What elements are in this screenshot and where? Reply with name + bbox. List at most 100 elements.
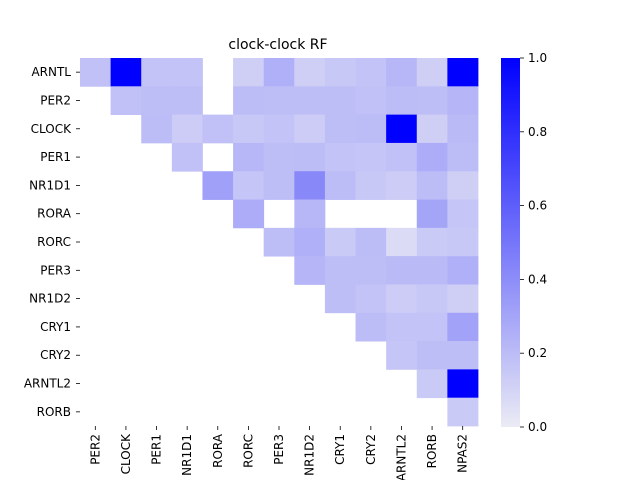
heatmap-cell-ARNTL2-RORB	[416, 369, 448, 399]
heatmap-cell-NR1D1-RORB	[416, 171, 448, 200]
heatmap-cell-ARNTL-NPAS2	[447, 58, 479, 87]
heatmap-cell-NR1D1-ARNTL2	[386, 171, 418, 200]
y-tick-label: RORC	[37, 235, 71, 249]
x-tick-label: RORB	[425, 434, 439, 468]
heatmap-cell-PER2-CRY2	[355, 86, 387, 116]
heatmap-cell-PER3-CRY2	[355, 256, 387, 285]
y-tick-label: NR1D1	[29, 178, 71, 192]
heatmap-cells	[80, 58, 479, 427]
heatmap-cell-PER3-ARNTL2	[386, 256, 418, 285]
heatmap-cell-ARNTL-NR1D1	[171, 58, 203, 87]
heatmap-cell-NR1D2-CRY1	[324, 284, 356, 314]
heatmap-cell-RORA-NR1D2	[294, 199, 326, 229]
heatmap-cell-ARNTL-CRY1	[324, 58, 356, 87]
heatmap-cell-RORC-PER3	[263, 227, 295, 257]
heatmap-cell-PER2-PER3	[263, 86, 295, 116]
heatmap-cell-ARNTL2-NPAS2	[447, 369, 479, 399]
x-tick-label: PER3	[272, 434, 286, 465]
colorbar-tick-label: 0.8	[528, 125, 547, 139]
heatmap-cell-CLOCK-CRY2	[355, 114, 387, 144]
heatmap-cell-PER1-RORB	[416, 142, 448, 172]
heatmap-cell-PER2-NR1D2	[294, 86, 326, 116]
x-tick-label: RORA	[211, 433, 225, 468]
heatmap-cell-NR1D1-PER3	[263, 171, 295, 200]
heatmap-cell-RORA-RORC	[233, 199, 265, 229]
heatmap-cell-ARNTL-ARNTL2	[386, 58, 418, 87]
x-axis-ticks: PER2 CLOCK PER1 NR1D1 RORA RORC PER3 NR1D2 CRY1 C…	[88, 426, 470, 480]
heatmap-cell-CLOCK-RORB	[416, 114, 448, 144]
heatmap-cell-CLOCK-ARNTL2	[386, 114, 418, 144]
heatmap-cell-NR1D1-CRY2	[355, 171, 387, 200]
x-tick-label: ARNTL2	[394, 434, 408, 480]
x-tick-label: CRY1	[333, 434, 347, 465]
heatmap-cell-PER1-CRY2	[355, 142, 387, 172]
heatmap-cell-CRY1-ARNTL2	[386, 312, 418, 342]
y-tick-label: PER1	[40, 150, 71, 164]
heatmap-cell-CRY1-NPAS2	[447, 312, 479, 342]
y-tick-label: PER2	[40, 93, 71, 107]
heatmap-cell-ARNTL-CRY2	[355, 58, 387, 87]
heatmap-cell-PER2-ARNTL2	[386, 86, 418, 116]
heatmap-cell-CRY2-RORB	[416, 341, 448, 370]
heatmap-cell-PER1-ARNTL2	[386, 142, 418, 172]
x-tick-label: RORC	[241, 434, 255, 468]
y-tick-label: CRY1	[40, 320, 71, 334]
heatmap-cell-PER2-PER1	[141, 86, 173, 116]
y-tick-label: PER3	[40, 263, 71, 277]
y-tick-label: NR1D2	[29, 292, 71, 306]
colorbar-tick-label: 0.6	[528, 199, 547, 213]
y-tick-label: ARNTL	[31, 65, 71, 79]
colorbar-tick-label: 0.2	[528, 346, 547, 360]
heatmap-cell-NR1D1-CRY1	[324, 171, 356, 200]
heatmap-cell-RORC-ARNTL2	[386, 227, 418, 257]
heatmap-cell-NR1D2-ARNTL2	[386, 284, 418, 314]
heatmap-cell-PER3-CRY1	[324, 256, 356, 285]
heatmap-cell-ARNTL-CLOCK	[110, 58, 142, 87]
x-tick-label: NR1D2	[303, 434, 317, 476]
heatmap-cell-RORC-NR1D2	[294, 227, 326, 257]
heatmap-cell-ARNTL-PER2	[80, 58, 112, 87]
heatmap-cell-ARNTL-NR1D2	[294, 58, 326, 87]
heatmap-cell-ARNTL-PER1	[141, 58, 173, 87]
heatmap-cell-NR1D1-NPAS2	[447, 171, 479, 200]
heatmap-cell-CRY2-ARNTL2	[386, 341, 418, 370]
heatmap-cell-PER1-CRY1	[324, 142, 356, 172]
x-tick-label: PER1	[150, 434, 164, 465]
heatmap-cell-PER3-NPAS2	[447, 256, 479, 285]
heatmap-cell-ARNTL-PER3	[263, 58, 295, 87]
heatmap-cell-RORC-NPAS2	[447, 227, 479, 257]
y-tick-label: RORA	[37, 207, 72, 221]
heatmap-cell-PER1-NR1D1	[171, 142, 203, 172]
x-tick-label: CLOCK	[119, 433, 133, 474]
heatmap-cell-CLOCK-NPAS2	[447, 114, 479, 144]
y-tick-label: CLOCK	[31, 122, 72, 136]
colorbar: 0.0 0.2 0.4 0.6 0.8 1.0	[501, 51, 547, 434]
heatmap-cell-NR1D1-RORC	[233, 171, 265, 200]
heatmap-cell-PER2-NR1D1	[171, 86, 203, 116]
x-tick-label: NR1D1	[180, 434, 194, 476]
heatmap-cell-PER2-CRY1	[324, 86, 356, 116]
y-tick-label: RORB	[37, 405, 71, 419]
heatmap-cell-PER1-NR1D2	[294, 142, 326, 172]
heatmap-cell-NR1D1-NR1D2	[294, 171, 326, 200]
y-tick-label: ARNTL2	[24, 377, 71, 391]
heatmap-cell-CLOCK-NR1D1	[171, 114, 203, 144]
heatmap-cell-CLOCK-RORA	[202, 114, 234, 144]
heatmap-cell-CRY2-NPAS2	[447, 341, 479, 370]
x-tick-label: NPAS2	[456, 434, 470, 473]
heatmap-cell-RORB-NPAS2	[447, 397, 479, 427]
heatmap-cell-RORC-RORB	[416, 227, 448, 257]
heatmap-cell-PER1-NPAS2	[447, 142, 479, 172]
colorbar-gradient	[501, 58, 520, 427]
heatmap-cell-PER2-NPAS2	[447, 86, 479, 116]
colorbar-tick-label: 0.4	[528, 272, 547, 286]
heatmap-cell-PER2-RORC	[233, 86, 265, 116]
colorbar-tick-label: 1.0	[528, 51, 547, 65]
chart-title: clock-clock RF	[228, 37, 327, 53]
heatmap-cell-CRY1-CRY2	[355, 312, 387, 342]
heatmap-cell-NR1D2-CRY2	[355, 284, 387, 314]
x-tick-label: CRY2	[364, 434, 378, 465]
heatmap-cell-ARNTL-RORC	[233, 58, 265, 87]
heatmap-cell-CLOCK-PER3	[263, 114, 295, 144]
